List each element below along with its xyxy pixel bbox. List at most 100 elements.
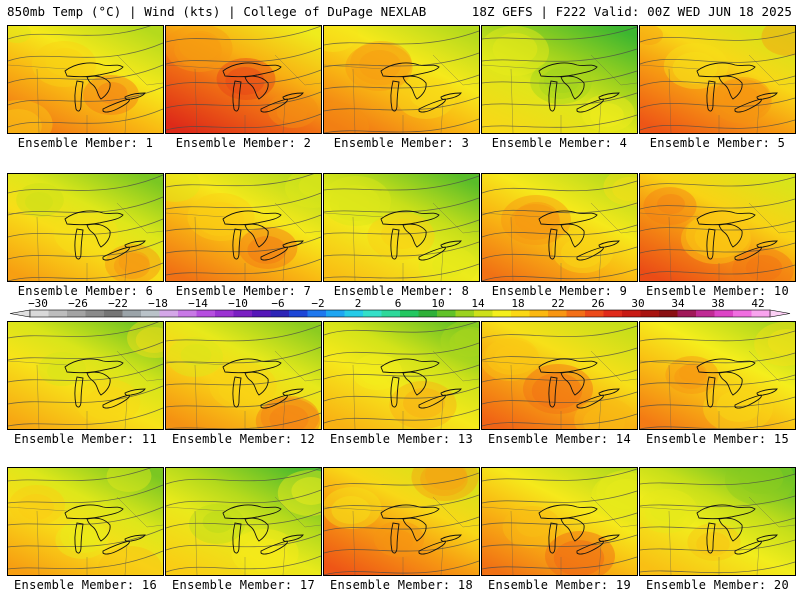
colorbar-tick-label: 26 xyxy=(591,297,604,310)
ensemble-member-label: Ensemble Member: 10 xyxy=(646,284,789,298)
colorbar-tick-label: 22 xyxy=(551,297,564,310)
colorbar-tick-label: −6 xyxy=(271,297,284,310)
colorbar-segment xyxy=(196,310,216,317)
colorbar-segment xyxy=(548,310,567,317)
temperature-map xyxy=(165,25,322,134)
ensemble-member-panel: Ensemble Member: 5 xyxy=(639,25,796,150)
temperature-map xyxy=(481,173,638,282)
colorbar-segment xyxy=(104,310,123,317)
ensemble-member-panel: Ensemble Member: 20 xyxy=(639,467,796,592)
colorbar-tick-label: −2 xyxy=(311,297,324,310)
colorbar-segment xyxy=(437,310,456,317)
temperature-map xyxy=(165,321,322,430)
colorbar-segment xyxy=(659,310,678,317)
ensemble-member-label: Ensemble Member: 4 xyxy=(491,136,628,150)
temperature-map xyxy=(639,467,796,576)
temperature-colorbar: −30 −26 −22 −18 −14 −10 −6 −2 2 6 10 14 18 22 26 30 34 38… xyxy=(9,297,791,318)
temperature-map xyxy=(7,173,164,282)
ensemble-member-panel: Ensemble Member: 18 xyxy=(323,467,480,592)
colorbar-segment xyxy=(622,310,641,317)
temperature-map xyxy=(323,25,480,134)
ensemble-member-panel: Ensemble Member: 16 xyxy=(7,467,164,592)
ensemble-member-label: Ensemble Member: 1 xyxy=(17,136,154,150)
temperature-map xyxy=(481,25,638,134)
header-title-left: 850mb Temp (°C) | Wind (kts) | College o… xyxy=(7,4,427,19)
colorbar-tick-label: 14 xyxy=(471,297,485,310)
temperature-map xyxy=(323,173,480,282)
temperature-map xyxy=(639,173,796,282)
colorbar-segment xyxy=(344,310,364,317)
colorbar-tick-label: 42 xyxy=(751,297,764,310)
ensemble-member-label: Ensemble Member: 3 xyxy=(333,136,470,150)
ensemble-member-panel: Ensemble Member: 15 xyxy=(639,321,796,446)
ensemble-member-label: Ensemble Member: 16 xyxy=(14,578,157,592)
ensemble-member-label: Ensemble Member: 2 xyxy=(175,136,312,150)
temperature-map xyxy=(323,321,480,430)
colorbar-segment xyxy=(381,310,401,317)
colorbar-tick-label: 38 xyxy=(711,297,724,310)
colorbar-segment xyxy=(30,310,49,317)
colorbar-segment xyxy=(289,310,308,317)
ensemble-member-panel: Ensemble Member: 14 xyxy=(481,321,638,446)
colorbar-segment xyxy=(48,310,68,317)
colorbar-segment xyxy=(640,310,660,317)
colorbar-segment xyxy=(418,310,438,317)
ensemble-member-panel: Ensemble Member: 9 xyxy=(481,173,638,298)
colorbar-segment xyxy=(270,310,290,317)
ensemble-member-panel: Ensemble Member: 17 xyxy=(165,467,322,592)
temperature-map xyxy=(481,467,638,576)
colorbar-segment xyxy=(474,310,493,317)
colorbar-segment xyxy=(511,310,530,317)
colorbar-segment xyxy=(585,310,604,317)
ensemble-member-panel: Ensemble Member: 3 xyxy=(323,25,480,150)
colorbar-segment xyxy=(566,310,586,317)
ensemble-member-label: Ensemble Member: 18 xyxy=(330,578,473,592)
colorbar-segment xyxy=(141,310,160,317)
ensemble-member-panel: Ensemble Member: 4 xyxy=(481,25,638,150)
temperature-map xyxy=(639,25,796,134)
ensemble-member-label: Ensemble Member: 11 xyxy=(14,432,157,446)
colorbar-segment xyxy=(714,310,734,317)
temperature-map xyxy=(481,321,638,430)
ensemble-member-label: Ensemble Member: 8 xyxy=(333,284,470,298)
temperature-map xyxy=(7,25,164,134)
ensemble-member-label: Ensemble Member: 12 xyxy=(172,432,315,446)
ensemble-member-panel: Ensemble Member: 10 xyxy=(639,173,796,298)
colorbar-segment xyxy=(159,310,179,317)
colorbar-segment xyxy=(696,310,715,317)
ensemble-member-label: Ensemble Member: 17 xyxy=(172,578,315,592)
temperature-map xyxy=(323,467,480,576)
colorbar-segment xyxy=(529,310,549,317)
colorbar-segment xyxy=(455,310,475,317)
ensemble-member-panel: Ensemble Member: 2 xyxy=(165,25,322,150)
ensemble-member-panel: Ensemble Member: 12 xyxy=(165,321,322,446)
colorbar-segment xyxy=(233,310,253,317)
colorbar-tick-label: −10 xyxy=(228,297,248,310)
ensemble-member-label: Ensemble Member: 9 xyxy=(491,284,628,298)
ensemble-member-label: Ensemble Member: 6 xyxy=(17,284,154,298)
ensemble-member-label: Ensemble Member: 20 xyxy=(646,578,789,592)
colorbar-segment xyxy=(363,310,382,317)
colorbar-tick-label: 6 xyxy=(395,297,402,310)
colorbar-tick-label: 34 xyxy=(671,297,685,310)
colorbar-tick-label: −26 xyxy=(68,297,88,310)
ensemble-member-label: Ensemble Member: 5 xyxy=(649,136,786,150)
ensemble-member-panel: Ensemble Member: 6 xyxy=(7,173,164,298)
colorbar-tick-label: 30 xyxy=(631,297,644,310)
temperature-map xyxy=(7,321,164,430)
colorbar-segment xyxy=(122,310,142,317)
colorbar-segment xyxy=(400,310,419,317)
temperature-map xyxy=(165,467,322,576)
colorbar-segment xyxy=(603,310,623,317)
colorbar-tick-label: −14 xyxy=(188,297,208,310)
colorbar-segment xyxy=(326,310,345,317)
colorbar-segment xyxy=(307,310,327,317)
ensemble-member-panel: Ensemble Member: 19 xyxy=(481,467,638,592)
ensemble-member-panel: Ensemble Member: 1 xyxy=(7,25,164,150)
ensemble-member-label: Ensemble Member: 14 xyxy=(488,432,631,446)
colorbar-segment xyxy=(85,310,105,317)
temperature-map xyxy=(639,321,796,430)
colorbar-tick-label: −18 xyxy=(148,297,168,310)
ensemble-member-panel: Ensemble Member: 11 xyxy=(7,321,164,446)
ensemble-member-panel: Ensemble Member: 13 xyxy=(323,321,480,446)
